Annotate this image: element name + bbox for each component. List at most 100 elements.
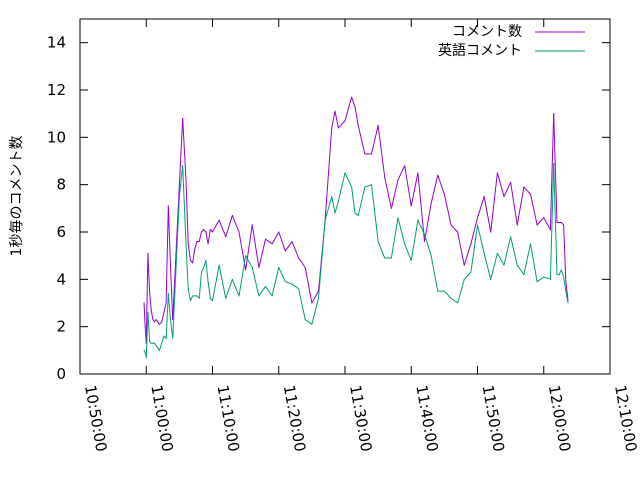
series-1-segment [284, 281, 293, 285]
series-1-segment [390, 217, 399, 259]
series-0-segment [291, 240, 300, 259]
series-0-segment [212, 219, 220, 233]
series-0-segment [298, 257, 306, 268]
series-0-segment [185, 179, 189, 245]
series-1-segment [187, 288, 191, 302]
series-1-segment [364, 184, 372, 188]
series-0-segment [523, 186, 531, 195]
series-0-segment [170, 267, 174, 321]
series-0-segment [178, 117, 184, 186]
series-1-segment [417, 219, 425, 235]
series-0-segment [560, 222, 565, 226]
series-1-segment [549, 162, 555, 280]
series-1-segment [536, 276, 545, 283]
series-0-segment [457, 231, 465, 266]
series-1 [143, 162, 569, 358]
series-1-segment [182, 165, 187, 245]
series-0-segment [490, 172, 498, 233]
series-1-segment [278, 267, 286, 283]
series-0-segment [161, 311, 165, 323]
series-1-segment [558, 269, 562, 276]
series-1-segment [470, 224, 478, 273]
series-1-segment [424, 233, 432, 257]
series-0-segment [510, 181, 518, 226]
series-1-segment [145, 311, 149, 358]
series-1-segment [477, 224, 485, 254]
series-0-segment [470, 217, 478, 245]
series-1-segment [205, 259, 209, 283]
series-0-segment [397, 165, 406, 181]
y-axis-title: 1秒毎のコメント数 [9, 136, 25, 257]
series-1-segment [483, 252, 492, 280]
y-tick-label: 10 [47, 128, 66, 146]
series-0-segment [145, 252, 149, 344]
series-0-segment [278, 231, 286, 252]
series-0-segment [324, 127, 333, 221]
series-0 [143, 96, 569, 344]
series-0-segment [331, 110, 336, 129]
series-1-segment [218, 264, 227, 299]
series-1-segment [397, 217, 406, 245]
series-0-segment [384, 177, 392, 209]
series-0-segment [207, 229, 211, 245]
series-1-segment [410, 219, 419, 261]
series-0-segment [143, 302, 146, 328]
series-1-segment [231, 278, 240, 297]
series-1-segment [553, 162, 558, 276]
y-tick-label: 2 [56, 318, 66, 336]
series-0-segment [149, 290, 152, 311]
series-0-segment [209, 229, 213, 233]
series-1-segment [298, 288, 306, 321]
series-0-segment [377, 125, 386, 179]
series-1-segment [165, 293, 169, 339]
legend-label-english: 英語コメント [438, 42, 522, 59]
series-1-segment [377, 240, 386, 259]
series-0-segment [357, 125, 366, 155]
series-1-segment [170, 319, 174, 339]
series-1-segment [371, 184, 379, 242]
series-0-segment [443, 193, 452, 226]
series-0-segment [231, 214, 240, 233]
series-0-segment [218, 219, 227, 238]
series-0-segment [167, 205, 172, 268]
y-tick-label: 12 [47, 81, 66, 99]
series-1-segment [258, 285, 266, 297]
series-1-segment [560, 269, 565, 278]
series-0-segment [417, 172, 425, 242]
series-0-segment [549, 113, 555, 231]
series-1-segment [331, 196, 336, 214]
series-0-segment [477, 196, 485, 219]
series-1-segment [185, 243, 189, 290]
series-0-segment [284, 240, 293, 252]
series-0-segment [450, 224, 459, 233]
series-1-segment [404, 243, 412, 261]
series-0-segment [530, 193, 538, 226]
series-1-segment [563, 276, 567, 292]
series-1-segment [147, 311, 151, 342]
series-0-segment [553, 113, 558, 224]
series-0-segment [165, 205, 169, 304]
series-0-segment [147, 252, 151, 292]
series-0-segment [251, 224, 260, 268]
series-1-segment [200, 267, 205, 273]
series-0-segment [536, 217, 545, 226]
series-0-segment [463, 243, 472, 266]
legend: コメント数 英語コメント [438, 24, 585, 59]
series-0-segment [344, 96, 353, 122]
series-1-segment [324, 196, 333, 221]
series-1-segment [463, 271, 472, 280]
series-0-segment [430, 174, 439, 205]
series-0-segment [172, 184, 180, 321]
series-1-segment [304, 319, 313, 325]
series-0-segment [354, 106, 359, 126]
series-1-segment [351, 186, 356, 214]
series-0-segment [334, 110, 339, 129]
series-0-segment [337, 120, 346, 129]
series-1-segment [212, 264, 220, 302]
x-tick-labels: 10:50:00 11:00:00 11:10:00 11:20:00 11:30:00… [81, 384, 640, 453]
series-0-segment [404, 165, 412, 207]
series-1-segment [265, 285, 273, 297]
series-0-segment [437, 174, 445, 195]
